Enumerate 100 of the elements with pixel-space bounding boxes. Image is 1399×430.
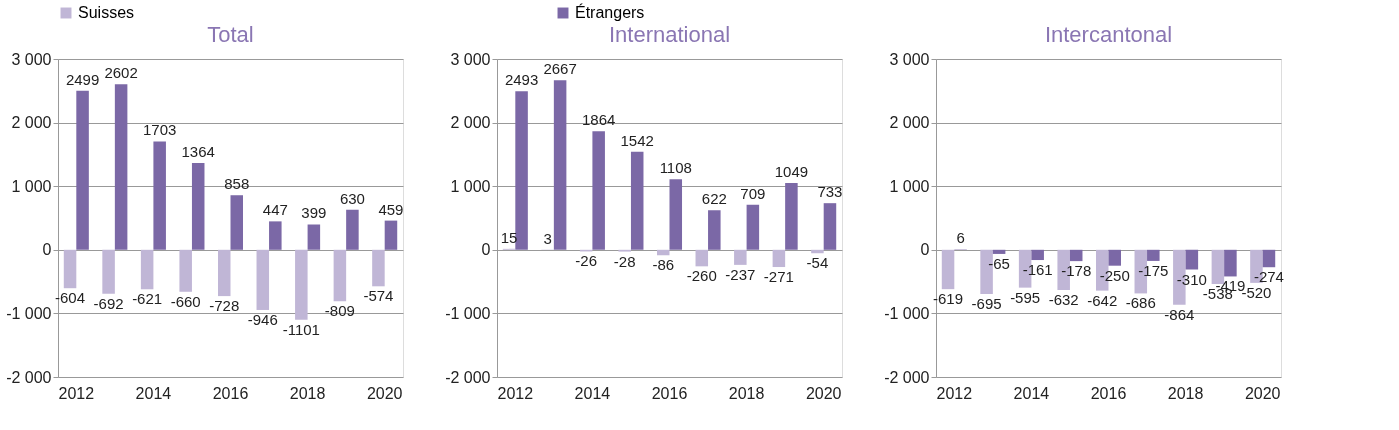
bar bbox=[669, 179, 683, 250]
y-tick-label: 0 bbox=[42, 241, 52, 259]
data-label: 1364 bbox=[181, 143, 215, 161]
data-label: 2499 bbox=[65, 70, 100, 88]
data-label: 733 bbox=[817, 183, 843, 201]
bar bbox=[217, 249, 231, 297]
data-label: -86 bbox=[652, 256, 675, 274]
data-label: -864 bbox=[1164, 305, 1195, 323]
y-tick-label: -2 000 bbox=[6, 368, 52, 386]
bar bbox=[515, 91, 528, 250]
data-label: 858 bbox=[224, 175, 250, 193]
data-label: -1101 bbox=[282, 320, 320, 338]
legend-label: Suisses bbox=[78, 4, 135, 21]
x-tick-label: 2020 bbox=[366, 384, 403, 402]
y-tick-label: 2 000 bbox=[889, 114, 930, 132]
bar bbox=[553, 80, 567, 250]
bar bbox=[179, 249, 192, 292]
y-tick-label: -2 000 bbox=[884, 368, 930, 386]
data-label: -621 bbox=[132, 290, 163, 308]
y-tick-label: -1 000 bbox=[445, 304, 491, 322]
bar bbox=[811, 249, 824, 254]
data-label: -65 bbox=[988, 254, 1010, 272]
data-label: -237 bbox=[725, 265, 756, 283]
y-tick-label: 2 000 bbox=[450, 114, 491, 132]
data-label: 630 bbox=[339, 189, 365, 207]
data-label: -619 bbox=[933, 290, 964, 308]
data-label: 1108 bbox=[659, 159, 692, 177]
bar bbox=[191, 163, 205, 250]
y-tick-label: 3 000 bbox=[889, 50, 930, 68]
data-label: -175 bbox=[1138, 261, 1169, 279]
y-tick-label: 0 bbox=[481, 241, 491, 259]
y-tick-label: -1 000 bbox=[884, 304, 930, 322]
y-tick-label: 3 000 bbox=[11, 50, 52, 68]
chart-title: International bbox=[608, 22, 731, 47]
bar bbox=[295, 249, 308, 320]
bar bbox=[746, 204, 760, 250]
data-label: -26 bbox=[575, 252, 597, 270]
data-label: -250 bbox=[1099, 266, 1130, 284]
bar bbox=[140, 249, 154, 290]
data-label: -642 bbox=[1087, 291, 1118, 309]
y-tick-label: 2 000 bbox=[11, 114, 52, 132]
x-tick-label: 2012 bbox=[58, 384, 95, 402]
y-tick-label: 1 000 bbox=[889, 177, 930, 195]
data-label: -695 bbox=[971, 295, 1002, 312]
data-label: -274 bbox=[1253, 268, 1284, 286]
x-tick-label: 2020 bbox=[1244, 384, 1281, 402]
bar bbox=[333, 249, 347, 302]
bar bbox=[734, 249, 747, 265]
data-label: 399 bbox=[301, 204, 327, 222]
y-tick-label: 1 000 bbox=[450, 177, 491, 195]
data-label: -692 bbox=[93, 294, 124, 312]
data-label: -595 bbox=[1010, 288, 1041, 306]
data-label: 622 bbox=[701, 190, 727, 208]
data-label: 459 bbox=[378, 200, 404, 218]
bar bbox=[785, 183, 798, 250]
legend-label: Étrangers bbox=[575, 3, 645, 21]
y-tick-label: -1 000 bbox=[6, 304, 52, 322]
data-label: -271 bbox=[763, 268, 794, 286]
bar bbox=[630, 151, 644, 250]
x-tick-label: 2012 bbox=[936, 384, 973, 402]
data-label: -178 bbox=[1061, 262, 1092, 280]
data-label: -728 bbox=[209, 297, 240, 315]
x-tick-label: 2016 bbox=[651, 384, 688, 402]
data-label: -260 bbox=[686, 267, 717, 285]
bar bbox=[230, 195, 244, 250]
data-label: -809 bbox=[324, 302, 355, 320]
x-tick-label: 2014 bbox=[574, 384, 611, 402]
bar bbox=[307, 224, 321, 250]
x-tick-label: 2016 bbox=[1090, 384, 1127, 402]
y-tick-label: 3 000 bbox=[450, 50, 491, 68]
y-tick-label: 1 000 bbox=[11, 177, 52, 195]
data-label: -660 bbox=[170, 292, 201, 310]
x-tick-label: 2018 bbox=[1167, 384, 1204, 402]
data-label: -161 bbox=[1022, 261, 1053, 279]
bar bbox=[372, 249, 385, 287]
x-tick-label: 2016 bbox=[212, 384, 249, 402]
bar bbox=[656, 249, 670, 256]
data-label: 3 bbox=[543, 229, 552, 247]
y-tick-label: 0 bbox=[920, 241, 930, 259]
bar bbox=[153, 141, 166, 250]
x-tick-label: 2014 bbox=[135, 384, 172, 402]
bar bbox=[269, 221, 282, 250]
data-label: -574 bbox=[363, 287, 394, 305]
bar bbox=[592, 131, 605, 250]
y-tick-label: -2 000 bbox=[445, 368, 491, 386]
bar bbox=[346, 209, 359, 250]
data-label: 1049 bbox=[774, 163, 809, 181]
data-label: -632 bbox=[1048, 291, 1079, 308]
data-label: -946 bbox=[247, 310, 278, 328]
x-tick-label: 2018 bbox=[728, 384, 765, 402]
data-label: -54 bbox=[806, 254, 829, 272]
data-label: -686 bbox=[1125, 294, 1156, 312]
bar bbox=[708, 210, 721, 250]
bar bbox=[772, 249, 786, 268]
bar bbox=[256, 249, 270, 310]
data-label: 709 bbox=[740, 184, 766, 202]
x-tick-label: 2014 bbox=[1013, 384, 1050, 402]
bar bbox=[102, 249, 115, 294]
data-label: -28 bbox=[613, 252, 636, 270]
x-tick-label: 2012 bbox=[497, 384, 534, 402]
